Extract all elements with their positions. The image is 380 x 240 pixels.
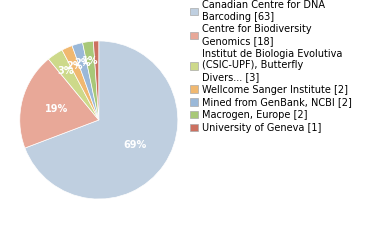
Wedge shape <box>49 50 99 120</box>
Text: 2%: 2% <box>66 61 83 71</box>
Text: 3%: 3% <box>58 66 74 76</box>
Wedge shape <box>93 41 99 120</box>
Text: 2%: 2% <box>74 58 91 68</box>
Wedge shape <box>62 46 99 120</box>
Text: 69%: 69% <box>123 140 146 150</box>
Wedge shape <box>72 43 99 120</box>
Wedge shape <box>82 41 99 120</box>
Text: 1%: 1% <box>82 56 99 66</box>
Wedge shape <box>25 41 178 199</box>
Text: 19%: 19% <box>45 104 68 114</box>
Wedge shape <box>20 59 99 148</box>
Legend: Canadian Centre for DNA
Barcoding [63], Centre for Biodiversity
Genomics [18], I: Canadian Centre for DNA Barcoding [63], … <box>190 0 352 133</box>
